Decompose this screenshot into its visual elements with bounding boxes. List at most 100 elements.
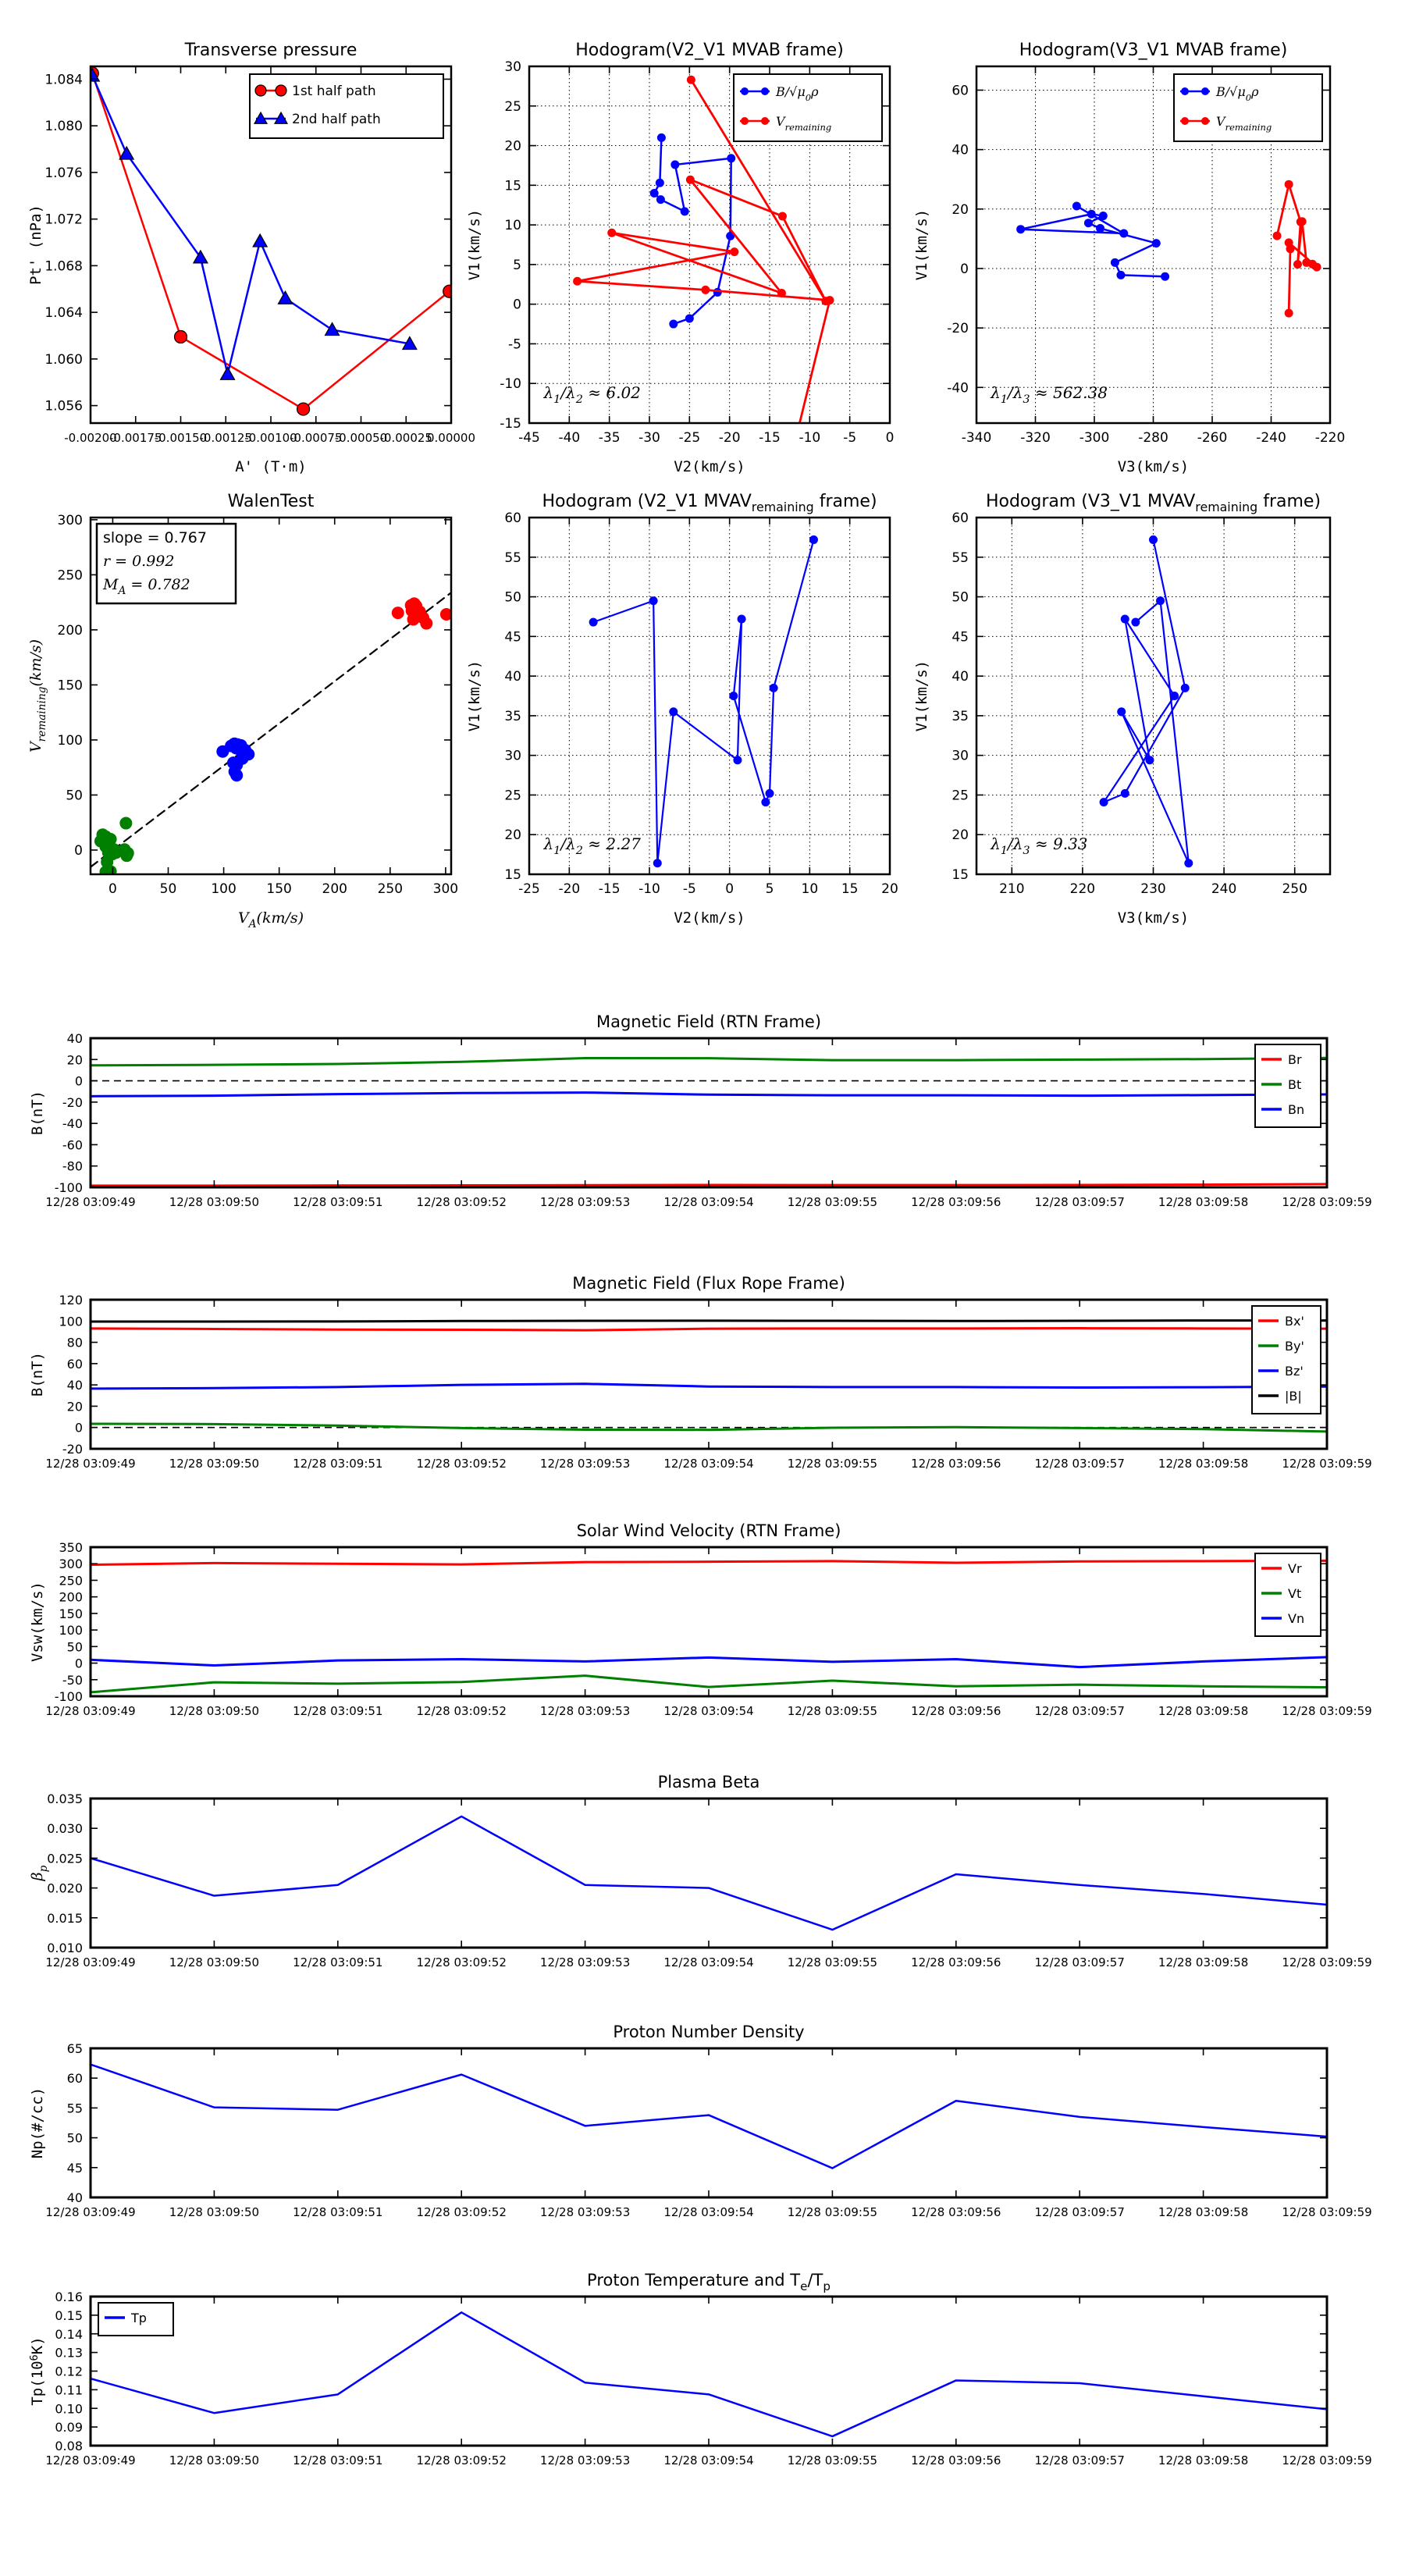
x-tick-label: -35 [599,430,621,446]
x-tick-label: -280 [1138,430,1168,446]
y-tick-label: -50 [62,1673,83,1688]
x-tick-label: 12/28 03:09:53 [540,1704,630,1718]
x-tick-label: -45 [518,430,540,446]
x-tick-label: 12/28 03:09:55 [788,1704,877,1718]
series-Bn [91,1091,1327,1098]
x-tick-label: -0.00125 [200,431,252,445]
x-tick-label: 0 [108,881,117,897]
legend-label: Bx' [1285,1314,1304,1329]
chart-hodogram-v3v1-mvab: Hodogram(V3_V1 MVAB frame) -340 -320 -300 -2… [913,41,1345,475]
marker-dot [1119,229,1129,238]
marker-dot [777,288,786,297]
x-tick-label: -0.00200 [64,431,116,445]
marker-dot [1117,707,1126,717]
y-tick-label: 50 [951,590,969,606]
marker-dot [713,287,722,297]
y-axis-label: βp [29,1865,50,1881]
chart-vsw-rtn: Solar Wind Velocity (RTN Frame) 12/28 03:… [29,1521,1372,1718]
x-tick-label: 0 [886,430,895,446]
marker-circle [443,284,451,298]
y-tick-label: 100 [58,733,83,749]
chart-title: Transverse pressure [184,41,357,60]
chart-title: Plasma Beta [658,1773,760,1791]
series-Bx' [91,1327,1327,1332]
x-tick-label: 20 [881,881,898,897]
annotation-text: λ1/λ2 ≈ 2.27 [542,834,641,857]
y-axis-label: Pt' (nPa) [27,205,44,285]
x-tick-label: 12/28 03:09:52 [417,2205,507,2219]
y-tick-label: 65 [67,2041,83,2056]
y-tick-label: 40 [951,143,969,158]
x-tick-label: -25 [678,430,700,446]
marker-dot [1293,260,1302,269]
y-tick-label: 30 [951,749,969,764]
chart-title: Hodogram(V3_V1 MVAB frame) [1019,41,1288,60]
chart-title: Magnetic Field (RTN Frame) [596,1012,821,1031]
chart-title: Proton Temperature and Te/Tp [587,2271,831,2293]
annotation-text: λ1/λ2 ≈ 6.02 [542,383,640,406]
marker-dot [1110,258,1119,267]
chart-title: Proton Number Density [613,2023,804,2041]
marker-triangle [119,145,135,160]
y-tick-label: 15 [504,178,521,194]
marker-dot [1181,87,1189,95]
x-tick-label: 250 [1282,881,1307,897]
x-tick-label: 12/28 03:09:49 [45,1457,135,1471]
legend-label: 1st half path [292,84,376,99]
y-axis-label: B(nT) [29,1352,46,1397]
y-tick-label: 0 [75,1421,83,1436]
x-tick-label: 12/28 03:09:53 [540,1955,630,1969]
y-tick-label: 100 [59,1314,83,1329]
x-tick-label: 220 [1070,881,1095,897]
x-tick-label: 12/28 03:09:54 [663,1955,753,1969]
marker-dot [607,228,617,237]
marker-dot [656,195,665,205]
marker-dot [1098,212,1108,221]
x-tick-label: 12/28 03:09:59 [1282,1955,1371,1969]
marker-dot [1201,117,1209,125]
x-tick-label: 12/28 03:09:58 [1158,1955,1248,1969]
scatter-inbound-points [94,817,134,874]
marker-dot [761,87,769,95]
y-tick-label: 120 [59,1293,83,1308]
y-tick-label: -15 [500,416,521,432]
x-tick-label: 12/28 03:09:53 [540,1457,630,1471]
x-tick-label: 12/28 03:09:55 [788,2453,877,2467]
y-axis-label: V1(km/s) [913,660,930,732]
y-tick-label: -20 [947,321,969,336]
y-tick-label: 0.12 [55,2364,83,2379]
scatter-point [407,613,420,626]
marker-dot [733,756,742,765]
y-tick-label: 30 [504,59,521,75]
y-tick-label: 25 [504,99,521,115]
chart-hodogram-v2v1-mvab: Hodogram(V2_V1 MVAB frame) -45 -40 -35 -30 -2… [466,41,894,475]
legend-box [733,73,883,142]
marker-triangle [252,233,269,247]
y-axis-label: Vsw(km/s) [29,1582,46,1662]
markers-B-alfven [1016,201,1170,281]
x-tick-label: 12/28 03:09:55 [788,1955,877,1969]
x-axis-label: V2(km/s) [674,458,745,475]
marker-dot [727,154,736,163]
marker-dot [1131,617,1140,627]
x-tick-label: 12/28 03:09:57 [1035,1195,1125,1209]
x-tick-label: 12/28 03:09:58 [1158,2453,1248,2467]
marker-dot [730,247,739,257]
y-tick-label: 0.030 [47,1821,83,1836]
markers-V-remaining [573,75,834,306]
x-tick-label: 12/28 03:09:54 [663,2453,753,2467]
marker-dot [1180,683,1190,692]
y-tick-label: 55 [67,2101,83,2115]
info-line: slope = 0.767 [103,529,207,546]
series-Vr [91,1559,1327,1566]
y-tick-label: 45 [951,629,969,645]
y-axis-label: B(nT) [29,1091,46,1135]
chart-hodogram-v3v1-mvav: Hodogram (V3_V1 MVAVremaining frame) 210 2… [913,492,1332,927]
legend-label: Vremaining [776,114,831,133]
marker-dot [1284,180,1293,189]
y-tick-label: -100 [55,1689,83,1704]
x-tick-label: 12/28 03:09:52 [417,2453,507,2467]
legend-label: Bn [1288,1102,1304,1117]
scatter-point [120,849,133,863]
